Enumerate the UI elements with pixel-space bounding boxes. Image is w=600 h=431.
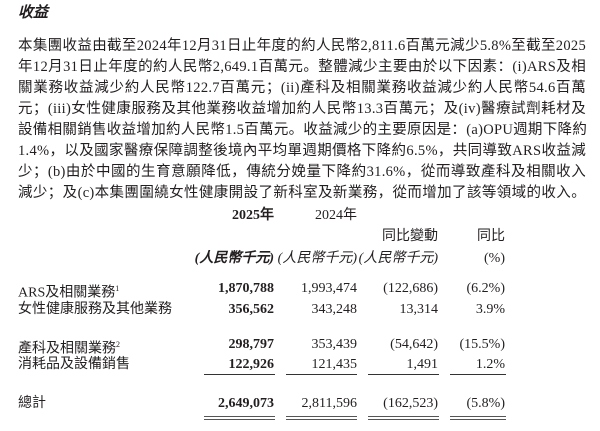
total-double-rule	[286, 416, 357, 420]
paragraph-line: 年12月31日止年度的約人民幣2,649.1百萬元。整體減少主要由於以下因素：(…	[18, 59, 586, 75]
subtotal-rule	[204, 374, 275, 375]
value-change: 1,491	[406, 357, 439, 372]
paragraph-line: 少；(b)由於中國的生育意願降低，傳統分娩量下降約31.6%，從而導致產科及相關…	[18, 164, 586, 180]
value-2024: 343,248	[311, 302, 358, 317]
total-2025: 2,649,073	[218, 396, 274, 411]
paragraph-line: 減少；及(c)本集團圍繞女性健康開設了新科室及新業務，從而增加了該等領域的收入。	[18, 185, 586, 201]
paragraph-line: 本集團收益由截至2024年12月31日止年度的約人民幣2,811.6百萬元減少5…	[18, 38, 586, 54]
value-2025: 1,870,788	[218, 281, 274, 296]
paragraph-line: 1.4%，以及國家醫療保障調整後境內平均單週期價格下降約6.5%，共同導致ARS…	[18, 143, 586, 159]
total-double-rule	[368, 416, 439, 420]
value-change: 13,314	[399, 302, 439, 317]
subtotal-rule	[450, 374, 506, 375]
subtotal-rule	[368, 374, 439, 375]
subtotal-rule	[286, 374, 357, 375]
row-label: 產科及相關業務	[18, 341, 116, 357]
value-2025: 356,562	[228, 302, 275, 317]
paragraph-line: 設備相關銷售收益增加約人民幣1.5百萬元。收益減少的主要原因是：(a)OPU週期…	[18, 122, 588, 138]
value-yoy: 3.9%	[475, 302, 505, 317]
value-yoy: (6.2%)	[466, 281, 506, 296]
total-change: (162,523)	[383, 396, 438, 411]
value-2024: 121,435	[311, 357, 358, 372]
total-2024: 2,811,596	[301, 396, 357, 411]
footnote-marker: 2	[116, 340, 120, 349]
unit-2024: (人民幣千元)	[277, 251, 357, 266]
total-double-rule	[204, 416, 275, 420]
section-title: 收益	[18, 5, 49, 21]
value-2025: 122,926	[228, 357, 275, 372]
value-2024: 1,993,474	[301, 281, 357, 296]
row-label: 女性健康服務及其他業務	[18, 302, 172, 317]
unit-yoy: (%)	[484, 251, 505, 266]
value-yoy: 1.2%	[475, 357, 505, 372]
header-yoy: 同比	[477, 229, 505, 244]
row-label: ARS及相關業務	[18, 285, 116, 301]
value-2024: 353,439	[311, 337, 358, 352]
total-yoy: (5.8%)	[466, 396, 506, 411]
row-label: 消耗品及設備銷售	[18, 357, 130, 372]
total-label: 總計	[18, 396, 46, 411]
value-2025: 298,797	[228, 337, 275, 352]
value-change: (122,686)	[383, 281, 438, 296]
paragraph-line: 關業務收益減少約人民幣122.7百萬元；(ii)產科及相關業務收益減少約人民幣5…	[18, 80, 586, 96]
value-change: (54,642)	[390, 337, 438, 352]
unit-2025: (人民幣千元)	[194, 251, 274, 266]
footnote-marker: 1	[115, 284, 120, 293]
value-yoy: (15.5%)	[459, 337, 506, 352]
total-double-rule	[450, 416, 506, 420]
unit-change: (人民幣千元)	[358, 251, 438, 266]
header-2025: 2025年	[232, 208, 274, 223]
header-2024: 2024年	[315, 208, 357, 223]
header-change: 同比變動	[382, 229, 438, 244]
paragraph-line: 元；(iii)女性健康服務及其他業務收益增加約人民幣13.3百萬元；及(iv)醫…	[18, 101, 586, 117]
